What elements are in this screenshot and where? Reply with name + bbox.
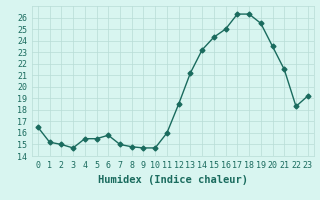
X-axis label: Humidex (Indice chaleur): Humidex (Indice chaleur)	[98, 175, 248, 185]
